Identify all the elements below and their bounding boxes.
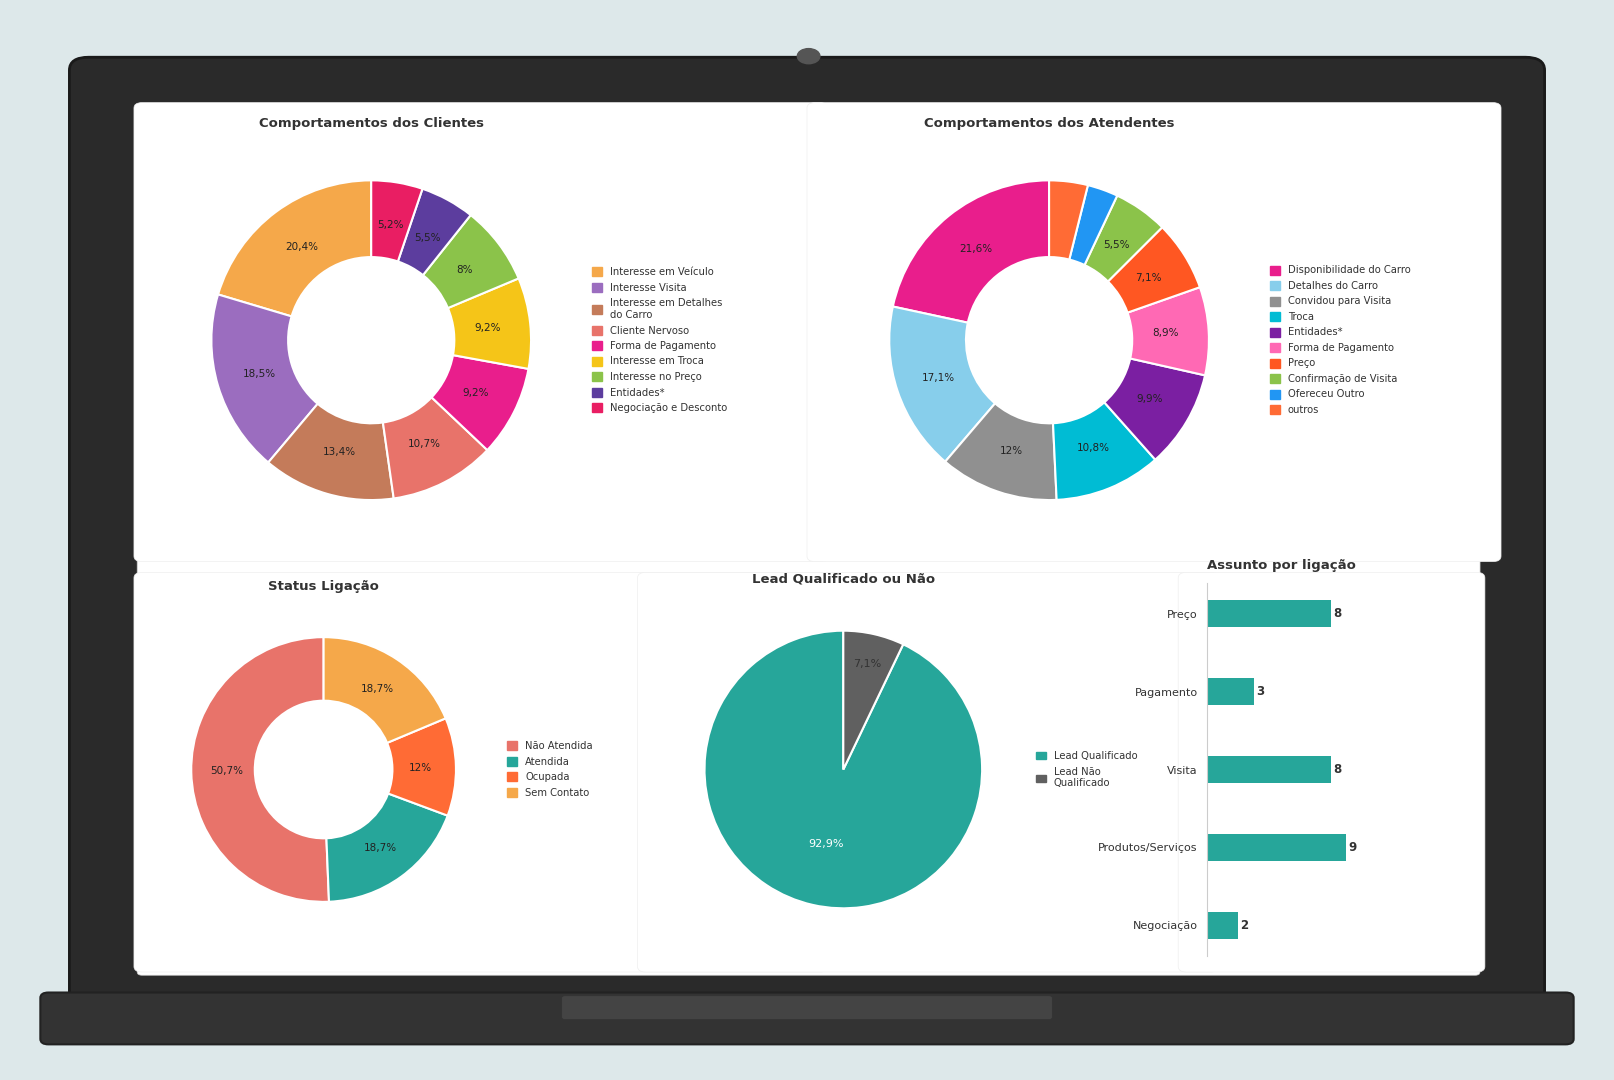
Legend: Não Atendida, Atendida, Ocupada, Sem Contato: Não Atendida, Atendida, Ocupada, Sem Con… [507,741,592,798]
Text: 12%: 12% [999,446,1023,456]
Wedge shape [889,307,996,461]
Text: 13,4%: 13,4% [323,447,355,457]
FancyBboxPatch shape [40,993,1574,1044]
Text: 21,6%: 21,6% [959,244,993,255]
FancyBboxPatch shape [562,996,1052,1020]
Text: 9,2%: 9,2% [462,388,489,397]
Text: 7,1%: 7,1% [854,659,881,669]
Wedge shape [399,189,471,275]
Text: 2: 2 [1241,919,1249,932]
Circle shape [797,49,820,64]
Text: 8,9%: 8,9% [1152,328,1178,338]
Wedge shape [705,631,981,908]
Text: 50,7%: 50,7% [210,767,244,777]
Wedge shape [268,404,394,500]
Text: 12%: 12% [408,762,433,772]
Wedge shape [946,403,1057,500]
Title: Comportamentos dos Clientes: Comportamentos dos Clientes [258,117,484,130]
Wedge shape [1085,195,1162,282]
Bar [1207,756,1332,783]
Wedge shape [387,718,455,815]
Wedge shape [1052,403,1156,500]
Title: Lead Qualificado ou Não: Lead Qualificado ou Não [752,572,935,585]
Text: 18,7%: 18,7% [360,684,394,694]
Legend: Disponibilidade do Carro, Detalhes do Carro, Convidou para Visita, Troca, Entida: Disponibilidade do Carro, Detalhes do Ca… [1270,266,1411,415]
Text: 5,2%: 5,2% [378,220,404,230]
Text: 5,5%: 5,5% [1102,240,1130,249]
Text: 9,2%: 9,2% [475,323,500,333]
Wedge shape [383,397,487,499]
Bar [1207,834,1346,861]
FancyBboxPatch shape [69,57,1545,1023]
Legend: Lead Qualificado, Lead Não
Qualificado: Lead Qualificado, Lead Não Qualificado [1036,751,1138,788]
Wedge shape [893,180,1049,323]
Wedge shape [324,637,445,743]
Wedge shape [423,215,518,308]
Wedge shape [218,180,371,316]
Text: 3: 3 [1256,685,1264,698]
Bar [1207,912,1238,939]
Text: 8: 8 [1333,607,1341,620]
Text: 18,7%: 18,7% [363,842,397,853]
Wedge shape [1128,287,1209,376]
Title: Comportamentos dos Atendentes: Comportamentos dos Atendentes [923,117,1175,130]
Title: Status Ligação: Status Ligação [268,580,379,593]
Wedge shape [447,279,531,369]
Wedge shape [211,295,318,462]
Text: Assunto por ligação: Assunto por ligação [1207,559,1356,572]
Wedge shape [1107,227,1199,312]
Text: 7,1%: 7,1% [1135,273,1160,283]
Text: 17,1%: 17,1% [922,373,955,382]
Wedge shape [371,180,423,261]
Wedge shape [844,631,904,769]
Bar [1207,600,1332,627]
Text: 8%: 8% [457,265,473,274]
Wedge shape [431,355,528,450]
Wedge shape [1070,185,1117,265]
Text: 5,5%: 5,5% [413,233,441,243]
Text: 10,7%: 10,7% [408,438,441,449]
Legend: Interesse em Veículo, Interesse Visita, Interesse em Detalhes
do Carro, Cliente : Interesse em Veículo, Interesse Visita, … [592,268,728,413]
Text: 9: 9 [1349,841,1357,854]
FancyBboxPatch shape [137,105,1480,975]
Text: 10,8%: 10,8% [1077,443,1109,454]
Text: 18,5%: 18,5% [242,368,276,379]
Bar [1207,678,1254,705]
Wedge shape [1104,359,1206,460]
Text: 8: 8 [1333,762,1341,777]
Text: 20,4%: 20,4% [286,242,318,252]
Text: 9,9%: 9,9% [1136,394,1162,405]
Wedge shape [192,637,329,902]
Text: 92,9%: 92,9% [809,839,844,849]
Wedge shape [1049,180,1088,259]
Wedge shape [326,794,447,902]
